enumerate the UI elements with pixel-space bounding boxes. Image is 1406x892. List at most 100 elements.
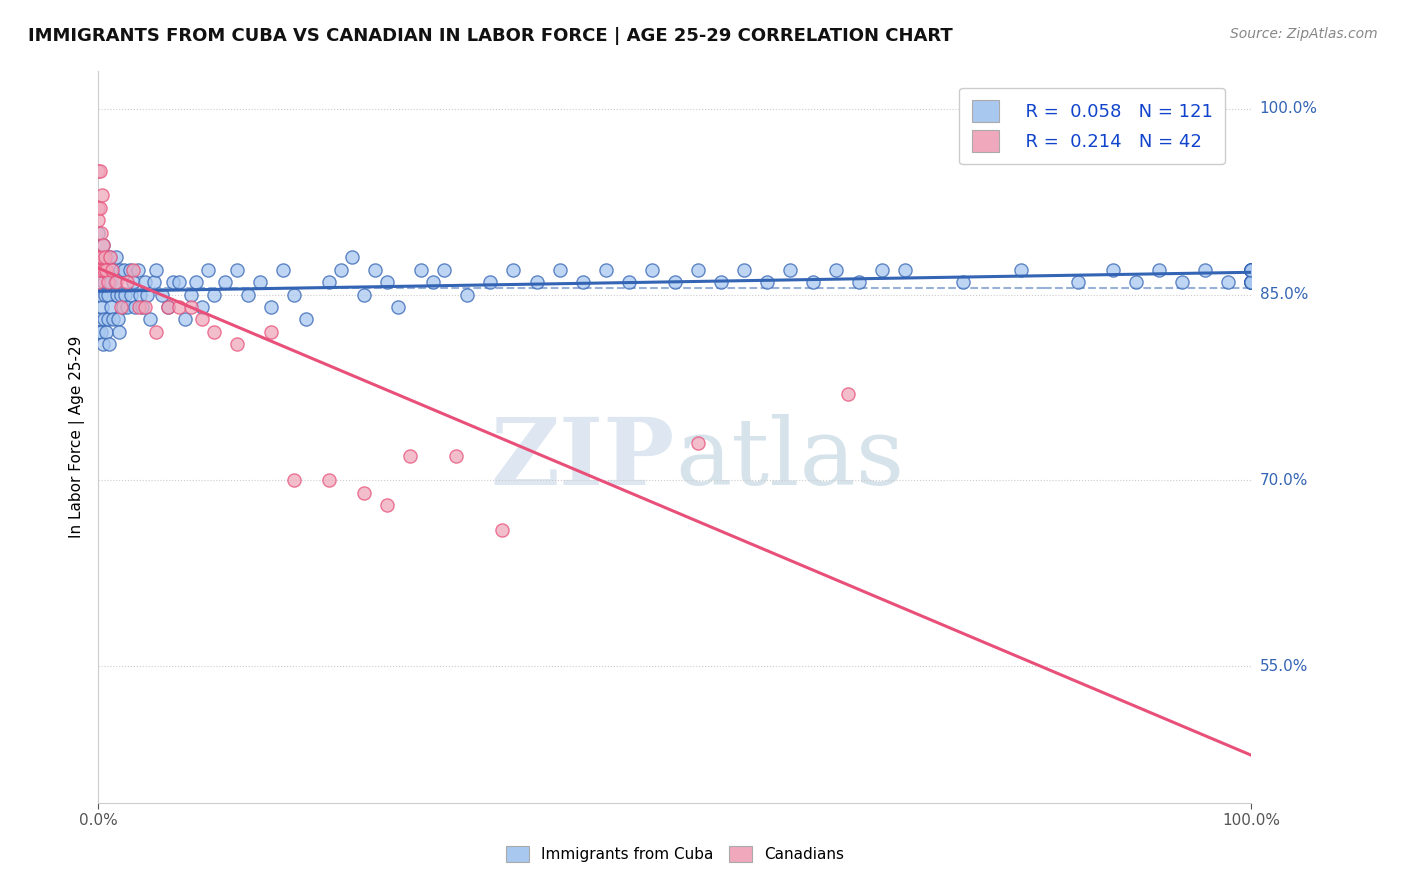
Point [103,275,125,289]
Point [411,262,433,277]
Point [387,300,409,314]
Point [1102,262,1125,277]
Point [1240,262,1263,277]
Point [710,275,733,289]
Point [186,275,208,289]
Point [124,300,146,314]
Point [90,188,112,202]
Point [90,300,112,314]
Point [93,275,115,289]
Point [127,262,149,277]
Point [90,262,112,277]
Point [97,287,120,301]
Point [87,163,110,178]
Point [94,287,117,301]
Point [96,325,118,339]
Point [664,275,686,289]
Point [952,275,974,289]
Point [872,262,894,277]
Point [318,474,340,488]
Point [167,300,190,314]
Point [894,262,917,277]
Point [214,275,236,289]
Point [90,262,112,277]
Point [156,300,179,314]
Point [837,386,859,401]
Point [1240,262,1263,277]
Point [571,275,593,289]
Point [174,312,197,326]
Point [456,287,478,301]
Point [641,262,664,277]
Text: IMMIGRANTS FROM CUBA VS CANADIAN IN LABOR FORCE | AGE 25-29 CORRELATION CHART: IMMIGRANTS FROM CUBA VS CANADIAN IN LABO… [28,27,953,45]
Point [134,275,156,289]
Point [375,498,398,512]
Point [1240,262,1263,277]
Point [97,312,120,326]
Point [1240,262,1263,277]
Point [87,325,110,339]
Point [101,262,124,277]
Point [260,325,283,339]
Point [295,312,318,326]
Point [202,287,225,301]
Point [101,262,124,277]
Point [191,312,214,326]
Point [444,449,467,463]
Point [89,250,111,264]
Point [353,287,375,301]
Point [202,325,225,339]
Point [167,275,190,289]
Point [1067,275,1090,289]
Point [150,287,173,301]
Y-axis label: In Labor Force | Age 25-29: In Labor Force | Age 25-29 [69,336,84,538]
Point [145,262,167,277]
Point [340,250,363,264]
Point [90,250,112,264]
Point [283,287,305,301]
Point [110,262,132,277]
Point [118,262,141,277]
Point [1218,275,1240,289]
Point [156,300,179,314]
Point [191,300,214,314]
Point [1240,262,1263,277]
Point [90,287,112,301]
Point [318,275,340,289]
Point [260,300,283,314]
Point [104,275,127,289]
Point [104,250,127,264]
Point [422,275,444,289]
Point [1240,262,1263,277]
Point [108,325,131,339]
Point [100,300,122,314]
Point [89,312,111,326]
Point [90,226,112,240]
Point [686,436,709,450]
Point [128,300,150,314]
Point [142,275,165,289]
Point [433,262,456,277]
Point [271,262,294,277]
Point [91,238,114,252]
Point [114,287,136,301]
Text: ZIP: ZIP [491,414,675,504]
Text: 100.0%: 100.0% [1260,101,1317,116]
Point [1240,262,1263,277]
Point [93,312,115,326]
Point [98,250,121,264]
Point [89,201,111,215]
Point [1194,262,1216,277]
Point [733,262,755,277]
Point [134,300,156,314]
Point [129,287,152,301]
Point [162,275,184,289]
Point [94,250,117,264]
Point [1010,262,1032,277]
Point [375,275,398,289]
Point [89,262,111,277]
Point [97,275,120,289]
Point [249,275,271,289]
Point [89,275,111,289]
Point [526,275,548,289]
